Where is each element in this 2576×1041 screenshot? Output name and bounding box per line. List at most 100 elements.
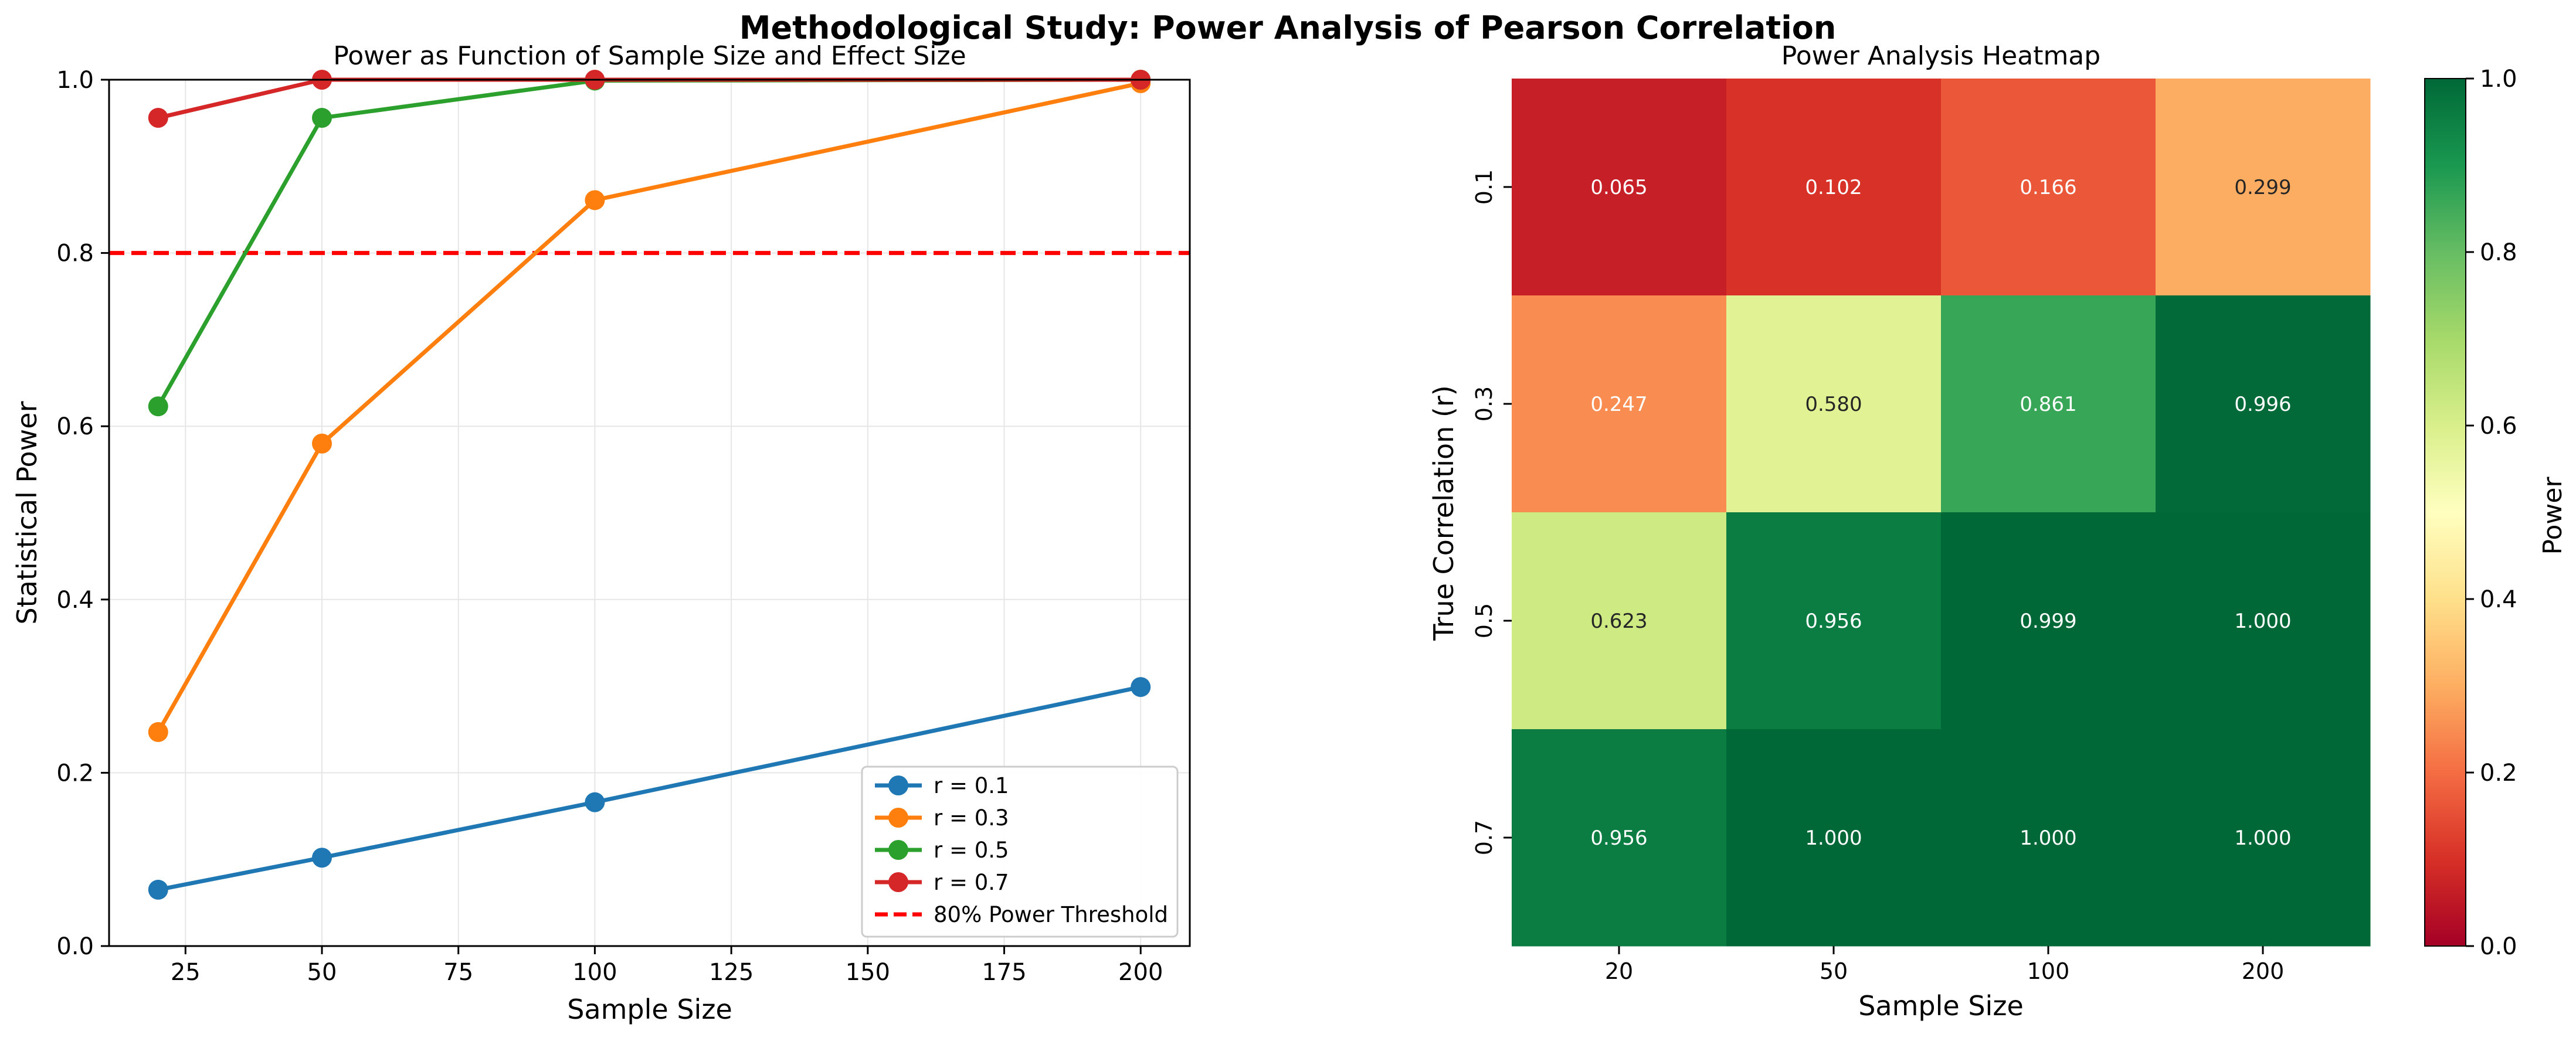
heatmap-cell-label: 0.861	[2020, 393, 2076, 416]
heatmap-cell	[1941, 512, 2156, 730]
heatmap-cell-label: 0.956	[1590, 826, 1647, 850]
y-tick-label: 0.7	[1471, 820, 1497, 855]
heatmap-cell	[1726, 79, 1942, 296]
legend-marker	[888, 775, 908, 795]
y-tick-label: 1.0	[56, 67, 94, 94]
heatmap-cell-label: 1.000	[1805, 826, 1862, 850]
colorbar-tick-label: 0.6	[2480, 413, 2517, 440]
colorbar-tick-label: 0.4	[2480, 586, 2517, 613]
series-marker	[312, 433, 332, 454]
x-tick-label: 100	[2027, 958, 2070, 984]
x-tick-label: 50	[1820, 958, 1848, 984]
line-y-axis-ticks: 0.0 0.2 0.4 0.6 0.8 1.0	[56, 67, 109, 960]
series-marker	[1131, 677, 1151, 698]
x-tick-label: 125	[709, 959, 754, 986]
legend-label: r = 0.3	[934, 805, 1009, 831]
heatmap-cell	[1941, 79, 2156, 296]
heatmap-cell	[1512, 295, 1727, 513]
heatmap-y-axis-ticks: 0.1 0.3 0.5 0.7	[1471, 169, 1512, 855]
colorbar-label: Power	[2538, 477, 2568, 555]
heatmap-cell-label: 0.166	[2020, 176, 2076, 199]
x-tick-label: 175	[982, 959, 1026, 986]
heatmap-y-axis-label: True Correlation (r)	[1428, 385, 1460, 641]
line-y-axis-label: Statistical Power	[11, 401, 43, 624]
heatmap-cell	[2156, 295, 2371, 513]
line-x-axis-ticks: 25 50 75 100 125 150 175 200	[171, 946, 1163, 986]
x-tick-label: 25	[171, 959, 201, 986]
colorbar-gradient-bar	[2425, 79, 2466, 946]
heatmap-cell-label: 0.102	[1805, 176, 1862, 199]
legend-label: 80% Power Threshold	[934, 902, 1168, 927]
legend-marker	[888, 872, 908, 892]
y-tick-label: 0.6	[56, 413, 94, 440]
heatmap-cell-label: 0.999	[2020, 610, 2076, 633]
colorbar-tick-label: 0.2	[2480, 760, 2517, 787]
x-tick-label: 200	[2242, 958, 2285, 984]
heatmap-cell	[1726, 512, 1942, 730]
x-tick-label: 75	[443, 959, 473, 986]
legend-marker	[888, 808, 908, 828]
y-tick-label: 0.8	[56, 240, 94, 267]
legend-label: r = 0.1	[934, 773, 1009, 798]
figure-suptitle: Methodological Study: Power Analysis of …	[739, 9, 1837, 46]
y-tick-label: 0.1	[1471, 169, 1497, 205]
line-chart-panel: Power as Function of Sample Size and Eff…	[11, 41, 1191, 1025]
legend-label: r = 0.7	[934, 870, 1009, 895]
heatmap-cell	[1512, 512, 1727, 730]
heatmap-cell	[1941, 295, 2156, 513]
heatmap-cell-label: 0.580	[1805, 393, 1862, 416]
heatmap-cell	[2156, 512, 2371, 730]
heatmap-cell	[2156, 79, 2371, 296]
heatmap-cell	[1512, 79, 1727, 296]
x-tick-label: 100	[572, 959, 617, 986]
heatmap-cells: 0.065 0.102 0.166 0.299 0.247 0.580 0.861 0.996…	[1512, 79, 2371, 947]
line-legend: r = 0.1 r = 0.3 r = 0.5 r = 0.7 80% Power Th…	[861, 766, 1179, 938]
heatmap-cell-label: 1.000	[2020, 826, 2076, 850]
heatmap-cell-label: 0.299	[2234, 176, 2291, 199]
heatmap-cell-label: 0.065	[1590, 176, 1647, 199]
legend-label: r = 0.5	[934, 838, 1009, 863]
x-tick-label: 20	[1605, 958, 1633, 984]
colorbar-tick-label: 1.0	[2480, 66, 2517, 93]
colorbar-tick-label: 0.0	[2480, 933, 2517, 960]
series-marker	[312, 848, 332, 868]
colorbar: 0.0 0.2 0.4 0.6 0.8 1.0	[2424, 66, 2517, 960]
series-marker	[148, 396, 168, 417]
heatmap-cell	[1512, 729, 1727, 947]
series-line	[158, 685, 1141, 892]
line-chart-title: Power as Function of Sample Size and Eff…	[333, 41, 966, 71]
heatmap-x-axis-ticks: 20 50 100 200	[1605, 946, 2284, 984]
heatmap-cell-label: 0.623	[1590, 610, 1647, 633]
heatmap-cell-label: 0.996	[2234, 393, 2291, 416]
series-marker	[148, 879, 168, 900]
y-tick-label: 0.5	[1471, 603, 1497, 638]
legend-box	[861, 766, 1179, 938]
series-line	[156, 81, 1141, 733]
line-x-axis-label: Sample Size	[567, 994, 732, 1025]
heatmap-cell	[2156, 729, 2371, 947]
line-plot-frame	[108, 79, 1191, 947]
series-marker	[148, 108, 168, 128]
colorbar-frame	[2424, 78, 2466, 947]
heatmap-x-axis-label: Sample Size	[1858, 990, 2024, 1022]
x-tick-label: 200	[1118, 959, 1163, 986]
heatmap-cell-label: 1.000	[2234, 826, 2291, 850]
heatmap-cell	[1726, 295, 1942, 513]
colorbar-tick-label: 0.8	[2480, 239, 2517, 266]
heatmap-title: Power Analysis Heatmap	[1781, 41, 2100, 71]
y-tick-label: 0.4	[56, 587, 94, 614]
series-marker	[148, 722, 168, 742]
heatmap-cell-label: 0.247	[1590, 393, 1647, 416]
heatmap-cell-label: 1.000	[2234, 610, 2291, 633]
heatmap-cell	[1726, 729, 1942, 947]
heatmap-panel: Power Analysis Heatmap 0.065 0.102 0.166 0.…	[1428, 41, 2568, 1022]
heatmap-cell-label: 0.956	[1805, 610, 1862, 633]
series-marker	[585, 792, 605, 812]
x-tick-label: 150	[846, 959, 890, 986]
series-marker	[585, 190, 605, 210]
x-tick-label: 50	[307, 959, 337, 986]
legend-marker	[888, 840, 908, 860]
series-marker	[312, 108, 332, 128]
y-tick-label: 0.0	[56, 933, 94, 960]
